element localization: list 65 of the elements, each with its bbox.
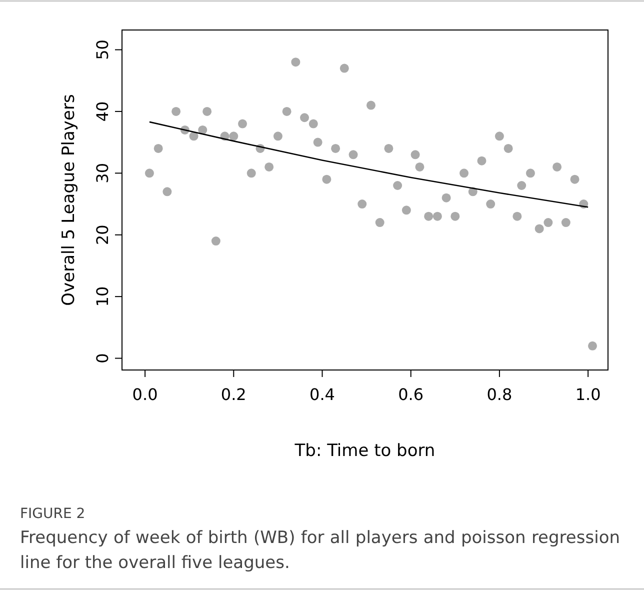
x-tick-label: 0.6 <box>398 385 424 404</box>
point <box>331 144 340 153</box>
point <box>238 119 248 128</box>
point <box>198 125 208 134</box>
point <box>340 64 349 73</box>
point <box>189 132 198 141</box>
y-tick-label: 50 <box>93 40 112 60</box>
point <box>512 212 522 221</box>
point <box>375 218 384 228</box>
point <box>393 181 402 190</box>
point <box>424 212 434 221</box>
x-tick-label: 0.8 <box>486 385 512 404</box>
point <box>172 106 181 116</box>
point <box>442 193 451 202</box>
x-tick-label: 1.0 <box>575 385 601 404</box>
point <box>358 200 367 209</box>
point <box>384 144 394 153</box>
point <box>544 218 553 228</box>
point <box>322 174 332 184</box>
x-tick-label: 0.2 <box>220 385 246 404</box>
y-tick-label: 40 <box>93 101 112 122</box>
point <box>264 162 274 172</box>
point <box>154 144 163 153</box>
point <box>410 150 420 160</box>
point <box>308 119 318 128</box>
point <box>570 174 580 184</box>
y-tick-label: 10 <box>93 286 112 307</box>
point <box>460 168 469 178</box>
x-tick-label: 0.0 <box>132 385 158 404</box>
point <box>402 206 411 215</box>
point <box>588 341 597 350</box>
point <box>534 224 544 234</box>
point <box>494 132 504 141</box>
point <box>517 181 526 190</box>
y-tick-label: 20 <box>93 224 112 246</box>
point <box>229 132 238 141</box>
x-axis-title: Tb: Time to born <box>294 441 436 461</box>
point <box>273 132 282 141</box>
point <box>282 106 292 116</box>
point <box>486 200 496 209</box>
point <box>202 106 212 116</box>
line-series <box>148 121 589 208</box>
point <box>526 168 535 178</box>
point <box>246 168 256 178</box>
point <box>300 113 310 122</box>
point <box>477 156 486 166</box>
point <box>211 236 220 246</box>
x-tick-label: 0.4 <box>310 385 335 404</box>
point <box>291 58 300 67</box>
y-tick-label: 30 <box>93 162 112 184</box>
point <box>552 162 562 172</box>
point <box>504 144 513 153</box>
point <box>366 100 376 110</box>
point <box>415 162 424 172</box>
caption: FIGURE 2 <box>20 506 86 522</box>
y-tick-label: 0 <box>93 353 112 364</box>
point <box>432 212 442 221</box>
point <box>348 150 358 160</box>
y-axis-title: Overall 5 League Players <box>59 94 79 306</box>
point <box>450 212 460 221</box>
text: Frequency of week of birth (WB) for all players and poisson regression line for the overall five leagues. <box>20 527 620 575</box>
point <box>313 138 322 147</box>
point <box>144 168 154 178</box>
point <box>561 218 570 228</box>
point <box>162 187 172 196</box>
